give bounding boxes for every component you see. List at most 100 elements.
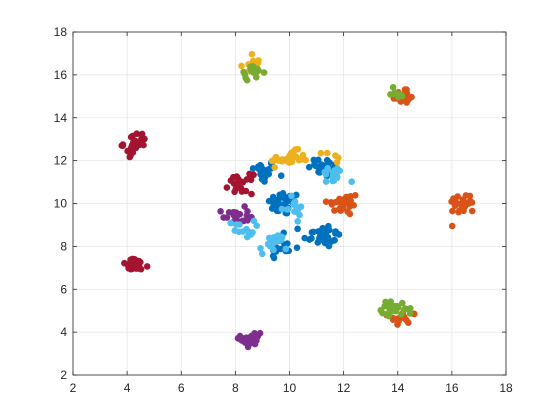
data-point	[248, 50, 256, 58]
data-point	[346, 210, 354, 218]
data-point	[323, 156, 331, 164]
data-point	[248, 190, 255, 198]
y-tick-label: 12	[54, 154, 68, 168]
data-point	[381, 303, 388, 310]
data-point	[308, 235, 315, 242]
data-point	[257, 245, 264, 252]
data-point	[332, 152, 339, 159]
data-point	[455, 208, 462, 216]
x-tick-label: 18	[499, 381, 513, 395]
data-point	[269, 193, 277, 201]
data-point	[241, 203, 248, 210]
data-point	[399, 299, 406, 307]
data-point	[305, 163, 313, 171]
data-point	[315, 156, 322, 164]
data-point	[336, 167, 344, 174]
data-point	[230, 173, 237, 181]
data-point	[347, 193, 354, 200]
data-point	[322, 178, 330, 185]
data-point	[249, 165, 257, 172]
y-tick-label: 14	[54, 111, 68, 125]
data-point	[321, 239, 329, 247]
data-point	[387, 91, 394, 98]
data-point	[326, 226, 333, 234]
data-point	[264, 166, 272, 173]
data-point	[217, 208, 224, 215]
data-point	[119, 141, 127, 148]
y-tick-label: 10	[54, 197, 68, 211]
data-point	[243, 76, 251, 84]
data-point	[449, 207, 456, 215]
data-point	[277, 172, 285, 179]
data-point	[253, 222, 260, 229]
data-point	[223, 184, 231, 191]
y-axis-tick-labels: 2 4 6 8 10 12 14 16 18	[54, 25, 68, 382]
data-point	[143, 263, 151, 270]
x-tick-label: 4	[124, 381, 131, 395]
data-point	[271, 164, 279, 171]
data-point	[322, 198, 330, 205]
data-point	[348, 178, 356, 185]
data-point	[294, 218, 302, 225]
data-point	[324, 149, 331, 157]
data-point	[238, 188, 246, 195]
x-tick-label: 16	[445, 381, 459, 395]
data-point	[236, 210, 244, 218]
series-4	[217, 203, 264, 351]
data-point	[270, 246, 277, 254]
data-point	[407, 305, 414, 312]
x-tick-label: 8	[232, 381, 239, 395]
data-point	[345, 199, 353, 207]
data-point	[126, 153, 133, 161]
data-point	[331, 207, 338, 214]
data-point	[260, 69, 268, 76]
data-point	[223, 214, 231, 221]
data-point	[291, 198, 299, 205]
x-tick-label: 14	[391, 381, 405, 395]
data-point	[238, 62, 245, 70]
data-point	[231, 227, 239, 234]
data-point	[232, 185, 240, 193]
data-point	[270, 254, 278, 262]
data-point	[462, 192, 470, 199]
data-point	[234, 335, 242, 342]
data-point	[393, 90, 401, 97]
y-tick-label: 2	[60, 368, 67, 382]
x-tick-label: 10	[283, 381, 297, 395]
data-point	[266, 242, 274, 249]
data-point	[389, 84, 397, 91]
data-point	[257, 162, 265, 170]
y-tick-label: 6	[60, 282, 67, 296]
data-point	[317, 149, 325, 157]
data-point	[243, 225, 250, 233]
data-point	[324, 234, 332, 241]
data-point	[265, 234, 273, 242]
data-point	[261, 178, 268, 185]
data-point	[333, 159, 341, 166]
data-point	[136, 257, 143, 265]
data-point	[254, 58, 262, 65]
data-point	[330, 237, 337, 244]
data-point	[227, 219, 234, 227]
data-point	[244, 217, 251, 224]
data-point	[271, 199, 278, 207]
data-point	[283, 206, 291, 213]
x-tick-label: 6	[178, 381, 185, 395]
x-tick-label: 12	[337, 381, 351, 395]
data-point	[324, 165, 332, 172]
data-point	[128, 262, 135, 270]
data-point	[233, 221, 240, 228]
data-point	[285, 159, 293, 166]
y-tick-label: 4	[60, 325, 67, 339]
data-point	[448, 222, 456, 230]
data-point	[337, 207, 344, 214]
data-point	[230, 211, 237, 219]
data-point	[310, 228, 317, 236]
y-tick-label: 18	[54, 25, 68, 39]
data-point	[251, 340, 259, 348]
data-point	[250, 333, 257, 341]
data-point	[393, 302, 401, 310]
data-point	[296, 156, 303, 163]
data-point	[294, 225, 301, 233]
